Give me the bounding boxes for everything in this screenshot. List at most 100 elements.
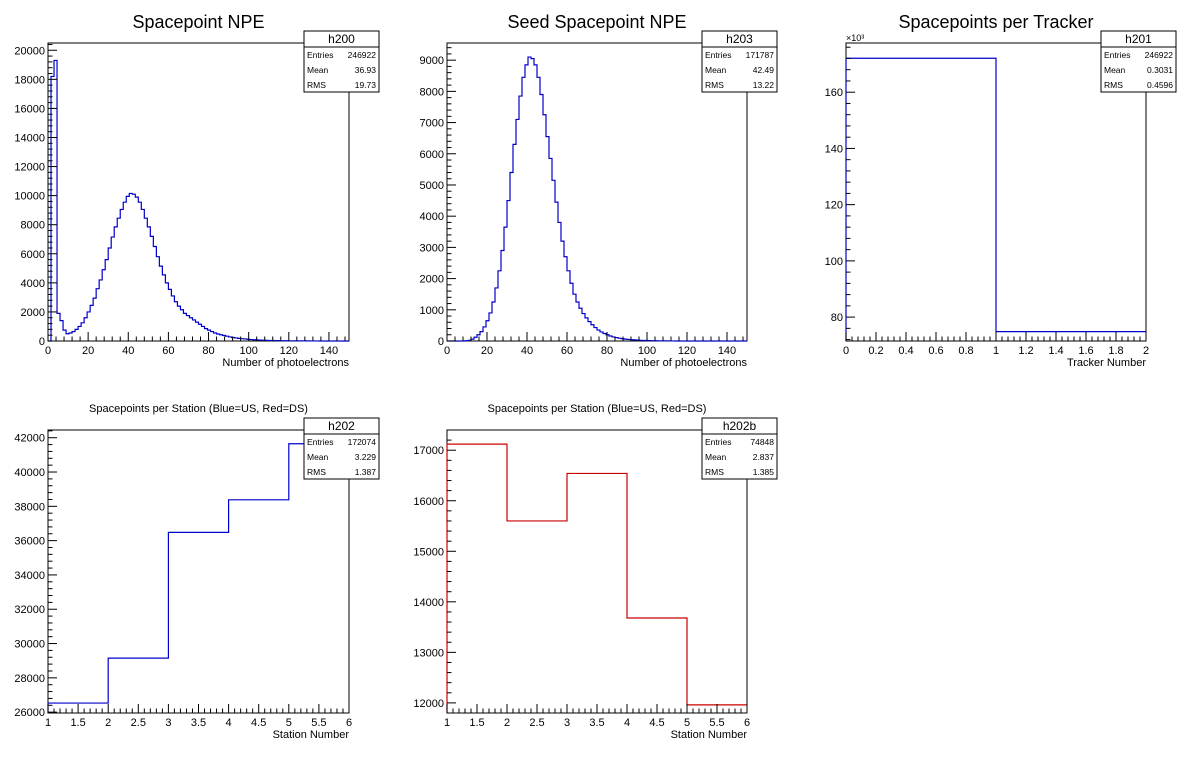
stats-label: Entries: [307, 437, 333, 447]
x-tick-label: 2.5: [529, 717, 544, 729]
x-tick-label: 1.5: [469, 717, 484, 729]
x-axis-label: Station Number: [671, 729, 748, 741]
x-tick-label: 0: [843, 345, 849, 357]
x-tick-label: 0: [45, 345, 51, 357]
stats-box-name: h203: [726, 32, 753, 46]
x-tick-label: 0.4: [898, 345, 913, 357]
x-tick-label: 1.4: [1048, 345, 1063, 357]
histogram-line: [47, 443, 349, 713]
stats-box-name: h202: [328, 419, 355, 433]
stats-value: 2.837: [753, 452, 775, 462]
y-tick-label: 1000: [420, 305, 444, 317]
chart-title: Spacepoint NPE: [132, 12, 264, 32]
stats-value: 171787: [746, 50, 775, 60]
x-tick-label: 1.5: [70, 717, 85, 729]
y-tick-label: 3000: [420, 242, 444, 254]
y-tick-label: 13000: [413, 647, 444, 659]
x-tick-label: 4.5: [251, 717, 266, 729]
x-tick-label: 2: [1143, 345, 1149, 357]
y-tick-label: 14000: [413, 597, 444, 609]
chart-title: Spacepoints per Tracker: [898, 12, 1093, 32]
stats-value: 246922: [348, 50, 377, 60]
stats-value: 13.22: [753, 80, 775, 90]
histogram-line: [446, 443, 747, 713]
y-tick-label: 4000: [21, 278, 45, 290]
stats-value: 1.385: [753, 467, 775, 477]
x-tick-label: 40: [122, 345, 134, 357]
stats-value: 74848: [750, 437, 774, 447]
x-tick-label: 3.5: [191, 717, 206, 729]
x-tick-label: 60: [162, 345, 174, 357]
stats-box: [701, 30, 778, 93]
y-tick-label: 32000: [14, 604, 45, 616]
x-tick-label: 3: [564, 717, 570, 729]
x-tick-label: 20: [481, 345, 493, 357]
y-tick-label: 17000: [413, 445, 444, 457]
stats-box: [303, 30, 380, 93]
stats-label: Mean: [705, 65, 727, 75]
y-tick-label: 80: [831, 312, 843, 324]
stats-box-name: h202b: [723, 419, 757, 433]
x-tick-label: 5: [286, 717, 292, 729]
stats-label: RMS: [307, 467, 326, 477]
y-tick-label: 18000: [14, 74, 45, 86]
y-tick-label: 8000: [21, 220, 45, 232]
y-tick-label: 5000: [420, 180, 444, 192]
y-tick-label: 14000: [14, 132, 45, 144]
x-tick-label: 0.6: [928, 345, 943, 357]
stats-label: Entries: [705, 50, 731, 60]
x-tick-label: 100: [239, 345, 257, 357]
y-tick-label: 10000: [14, 191, 45, 203]
x-tick-label: 4.5: [649, 717, 664, 729]
y-tick-label: 0: [438, 336, 444, 348]
y-tick-label: 7000: [420, 118, 444, 130]
x-tick-label: 3.5: [589, 717, 604, 729]
chart-panel-1: Spacepoint NPE 0 20 40 60 80 100 120 140 0 2000 400…: [14, 12, 380, 369]
histogram-line: [845, 57, 1146, 341]
y-tick-label: 40000: [14, 467, 45, 479]
x-tick-label: 2: [105, 717, 111, 729]
x-tick-label: 120: [678, 345, 696, 357]
x-tick-label: 100: [638, 345, 656, 357]
y-tick-label: 34000: [14, 570, 45, 582]
plot-frame: [446, 42, 748, 342]
y-tick-label: 9000: [420, 55, 444, 67]
x-tick-label: 5.5: [311, 717, 326, 729]
y-tick-label: 36000: [14, 536, 45, 548]
stats-box: [303, 417, 380, 480]
stats-label: Mean: [307, 65, 329, 75]
chart-panel-5: Spacepoints per Station (Blue=US, Red=DS…: [413, 403, 778, 741]
y-tick-label: 26000: [14, 707, 45, 719]
chart-panel-3: Spacepoints per Tracker 0 0.2 0.4 0.6 0.8 1 1.2…: [825, 12, 1177, 369]
stats-label: RMS: [1104, 80, 1123, 90]
y-tick-label: 30000: [14, 639, 45, 651]
x-tick-label: 140: [320, 345, 338, 357]
y-tick-label: 140: [825, 143, 843, 155]
x-tick-label: 20: [82, 345, 94, 357]
stats-value: 1.387: [355, 467, 377, 477]
x-axis-label: Number of photoelectrons: [620, 357, 747, 369]
y-tick-label: 2000: [420, 274, 444, 286]
stats-box: [701, 417, 778, 480]
x-tick-label: 40: [521, 345, 533, 357]
stats-label: Mean: [307, 452, 329, 462]
stats-box-name: h201: [1125, 32, 1152, 46]
chart-title: Spacepoints per Station (Blue=US, Red=DS…: [488, 403, 707, 415]
chart-title: Spacepoints per Station (Blue=US, Red=DS…: [89, 403, 308, 415]
x-tick-label: 120: [280, 345, 298, 357]
y-tick-label: 120: [825, 200, 843, 212]
x-tick-label: 2.5: [131, 717, 146, 729]
x-axis-label: Station Number: [273, 729, 350, 741]
stats-value: 0.3031: [1147, 65, 1173, 75]
y-tick-label: 38000: [14, 501, 45, 513]
x-tick-label: 1: [45, 717, 51, 729]
stats-box: [1100, 30, 1177, 93]
stats-label: Entries: [1104, 50, 1130, 60]
x-tick-label: 1.6: [1078, 345, 1093, 357]
stats-label: Mean: [1104, 65, 1126, 75]
x-tick-label: 5.5: [709, 717, 724, 729]
x-tick-label: 1: [993, 345, 999, 357]
x-tick-label: 1.8: [1108, 345, 1123, 357]
y-tick-label: 28000: [14, 673, 45, 685]
